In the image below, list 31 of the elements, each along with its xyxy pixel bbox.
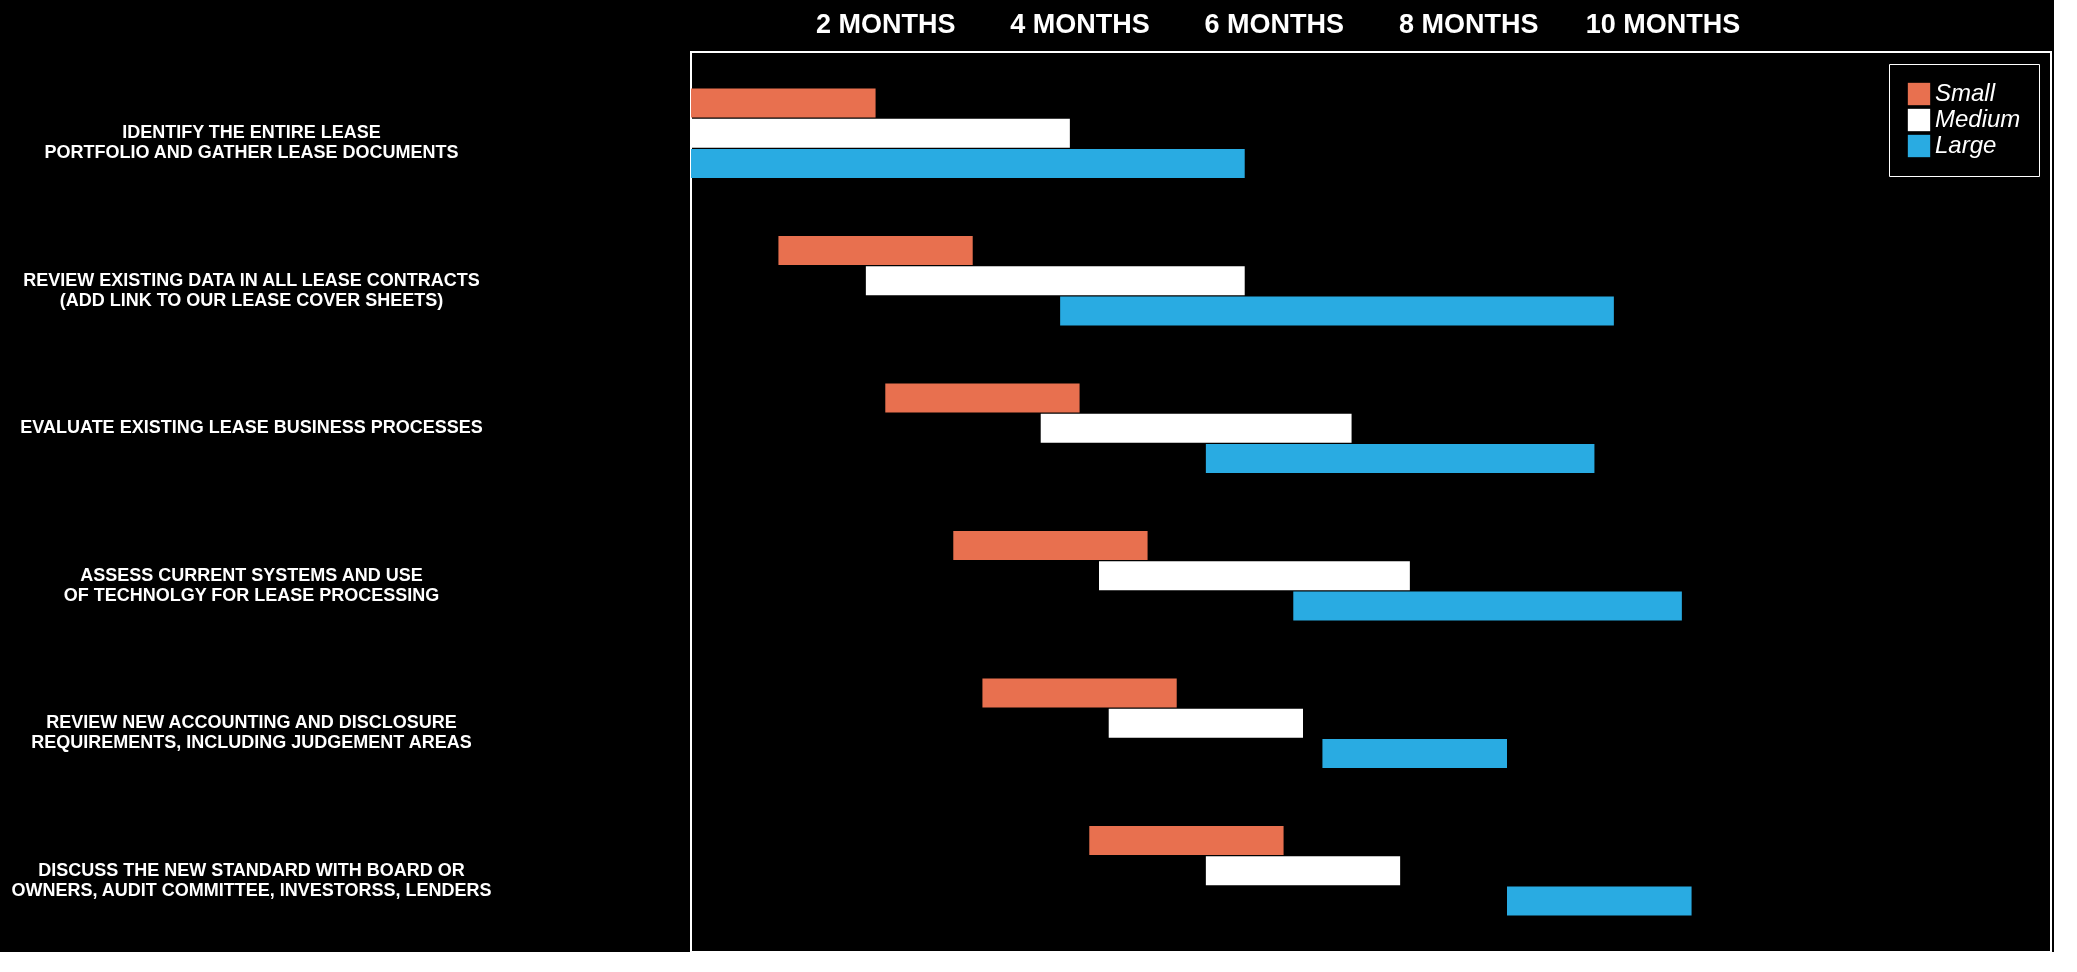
legend-label: Small bbox=[1935, 79, 1996, 106]
x-tick-label: 2 MONTHS bbox=[816, 8, 956, 39]
y-tick-label: DISCUSS THE NEW STANDARD WITH BOARD OR OWNERS, AUDIT COMMITTEE, INVESTORSS, LENDERS bbox=[11, 859, 492, 900]
bar bbox=[982, 678, 1177, 708]
bar bbox=[1322, 739, 1507, 769]
x-tick-label: 10 MONTHS bbox=[1585, 8, 1741, 39]
bar bbox=[778, 235, 973, 265]
y-tick-label: IDENTIFY THE ENTIRE LEASE PORTFOLIO AND GATHER LEASE DOCUMENTS bbox=[44, 122, 459, 163]
y-tick-label: EVALUATE EXISTING LEASE BUSINESS PROCESSES bbox=[20, 417, 483, 438]
bar bbox=[1507, 886, 1692, 916]
x-tick-label: 4 MONTHS bbox=[1010, 8, 1150, 39]
bar bbox=[1293, 591, 1682, 621]
bar bbox=[1205, 856, 1401, 886]
bar bbox=[691, 88, 876, 118]
legend-label: Large bbox=[1935, 131, 1997, 158]
y-tick-label: REVIEW EXISTING DATA IN ALL LEASE CONTRACTS (ADD LINK TO OUR LEASE COVER SHEETS) bbox=[23, 269, 480, 310]
x-tick-label: 8 MONTHS bbox=[1398, 8, 1539, 39]
bar bbox=[1040, 413, 1352, 443]
bar bbox=[1205, 443, 1595, 473]
bar bbox=[1099, 561, 1410, 591]
bar bbox=[1108, 708, 1303, 738]
bar bbox=[865, 266, 1245, 296]
y-tick-label: ASSESS CURRENT SYSTEMS AND USE OF TECHNOLGY FOR LEASE PROCESSING bbox=[63, 564, 440, 605]
legend-label: Medium bbox=[1935, 105, 2021, 132]
bar bbox=[1060, 296, 1614, 326]
bar bbox=[691, 148, 1245, 178]
bar bbox=[885, 383, 1080, 413]
bar bbox=[953, 531, 1148, 561]
y-tick-label: REVIEW NEW ACCOUNTING AND DISCLOSURE REQUIREMENTS, INCLUDING JUDGEMENT AREAS bbox=[31, 712, 472, 753]
x-tick-label: 6 MONTHS bbox=[1204, 8, 1345, 39]
bar bbox=[1089, 826, 1284, 856]
